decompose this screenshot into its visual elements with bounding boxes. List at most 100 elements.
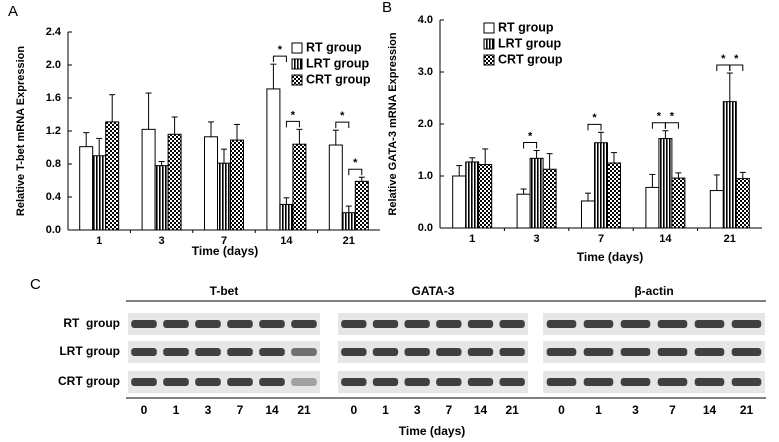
blot-band xyxy=(731,378,762,386)
x-tick-label: 14 xyxy=(659,233,672,245)
y-tick-label: 3.0 xyxy=(418,66,433,78)
blot-title: β-actin xyxy=(634,284,673,298)
y-tick-label: 1.0 xyxy=(418,170,433,182)
bar xyxy=(671,177,686,229)
blot-band xyxy=(499,348,525,356)
blot-band xyxy=(291,348,317,356)
blot-band xyxy=(436,348,462,356)
legend-label: RT group xyxy=(498,20,554,34)
blot-band xyxy=(620,348,651,356)
blot-band xyxy=(657,320,688,328)
bar xyxy=(478,164,493,229)
blot-membrane xyxy=(128,371,320,393)
blot-band xyxy=(620,320,651,328)
blot-band xyxy=(163,378,189,386)
significance-label: * xyxy=(670,111,675,123)
lane-label: 1 xyxy=(382,403,389,417)
lane-label: 21 xyxy=(740,403,754,417)
panel-label: B xyxy=(382,0,392,16)
blot-band xyxy=(227,320,253,328)
lane-label: 7 xyxy=(237,403,244,417)
blot-band xyxy=(163,320,189,328)
lane-label: 14 xyxy=(703,403,717,417)
blot-band xyxy=(195,320,221,328)
significance-bracket xyxy=(335,121,350,129)
bar xyxy=(516,193,531,229)
y-axis-label: Relative T-bet mRNA Expression xyxy=(15,46,27,216)
lane-label: 3 xyxy=(414,403,421,417)
legend-swatch xyxy=(483,22,495,34)
significance-bracket xyxy=(285,120,300,128)
blot-band xyxy=(546,378,577,386)
blot-band xyxy=(731,348,762,356)
lane-label: 3 xyxy=(205,403,212,417)
blot-band xyxy=(436,320,462,328)
blot-membrane xyxy=(338,341,528,363)
row-label: LRT group xyxy=(59,344,120,358)
blot-band xyxy=(372,320,399,328)
blot-band xyxy=(583,378,614,386)
blot-membrane xyxy=(338,313,528,335)
bar xyxy=(79,146,94,231)
blot-title: T-bet xyxy=(210,284,239,298)
blot-band xyxy=(694,378,725,386)
blot-band xyxy=(657,348,688,356)
bar xyxy=(204,136,218,231)
significance-bracket xyxy=(664,122,679,129)
y-tick-label: 0.4 xyxy=(46,191,62,203)
x-tick-label: 21 xyxy=(343,235,355,247)
blot-band xyxy=(163,348,189,356)
legend-label: CRT group xyxy=(498,52,563,66)
blot-band xyxy=(546,320,577,328)
significance-bracket xyxy=(272,55,287,63)
blot-band xyxy=(499,320,525,328)
blot-band xyxy=(467,320,494,328)
x-axis-label: Time (days) xyxy=(192,244,258,258)
bar xyxy=(292,143,307,231)
bar xyxy=(594,142,608,229)
x-tick-label: 1 xyxy=(469,233,475,245)
blot-band xyxy=(546,348,577,356)
row-label: CRT group xyxy=(58,374,120,388)
legend-swatch xyxy=(291,42,303,54)
bar xyxy=(92,155,107,231)
lane-label: 21 xyxy=(297,403,311,417)
significance-label: * xyxy=(528,130,533,142)
blot-band xyxy=(467,348,494,356)
lane-label: 7 xyxy=(669,403,676,417)
y-axis-label: Relative GATA-3 mRNA Expression xyxy=(387,32,399,215)
blot-band xyxy=(341,348,367,356)
significance-label: * xyxy=(721,53,726,65)
x-axis-label: Time (days) xyxy=(577,250,643,264)
bar xyxy=(266,88,281,231)
blot-band xyxy=(259,320,285,328)
significance-label: * xyxy=(657,111,662,123)
bar xyxy=(141,128,156,231)
blot-band xyxy=(195,348,221,356)
x-tick-label: 7 xyxy=(221,235,227,247)
blot-band xyxy=(731,320,762,328)
blot-band xyxy=(404,348,430,356)
blot-band xyxy=(467,378,494,386)
bar xyxy=(217,162,231,231)
bar xyxy=(607,162,621,229)
y-tick-label: 2.4 xyxy=(46,26,62,38)
significance-bracket xyxy=(716,64,731,72)
bar xyxy=(279,203,294,231)
blot-title: GATA-3 xyxy=(412,284,455,298)
significance-label: * xyxy=(340,110,345,122)
y-tick-label: 1.2 xyxy=(46,125,61,137)
legend-label: CRT group xyxy=(306,72,371,86)
bar xyxy=(341,212,356,231)
lane-label: 0 xyxy=(558,403,565,417)
blot-band xyxy=(372,378,399,386)
bar xyxy=(354,180,369,231)
x-axis-label: Time (days) xyxy=(399,424,465,438)
significance-bracket xyxy=(729,64,744,72)
significance-bracket xyxy=(523,142,538,149)
lane-label: 1 xyxy=(595,403,602,417)
bar xyxy=(328,144,343,231)
y-tick-label: 2.0 xyxy=(418,118,433,130)
lane-label: 0 xyxy=(141,403,148,417)
row-label: RT group xyxy=(63,316,120,330)
